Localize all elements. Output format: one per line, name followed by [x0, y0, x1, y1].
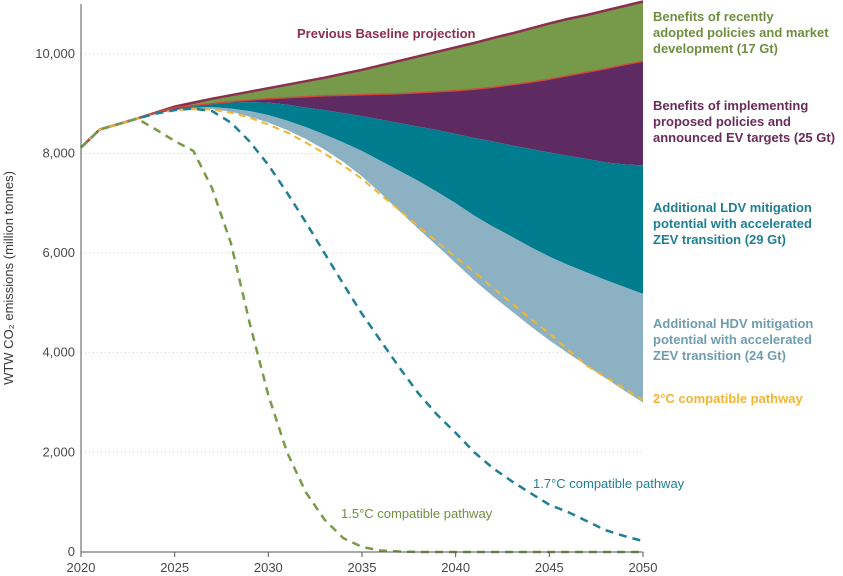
ldv-area-label-line-3: ZEV transition (29 Gt) — [653, 232, 786, 247]
tick-labels: 2020 2025 2030 2035 2040 2045 2050 0 2,000 4,000 6… — [35, 46, 657, 575]
pathway-17c-line — [80, 107, 644, 543]
ldv-area-label-line-1: Additional LDV mitigation — [653, 200, 812, 215]
purple-area-label: Benefits of implementing proposed polici… — [653, 98, 835, 145]
hdv-area-label-line-1: Additional HDV mitigation — [653, 316, 813, 331]
green-area-label-line-3: development (17 Gt) — [653, 41, 778, 56]
y-tick-label-0: 0 — [68, 544, 75, 559]
x-tick-label-2030: 2030 — [254, 560, 283, 575]
hdv-area-label-line-3: ZEV transition (24 Gt) — [653, 348, 786, 363]
ldv-area-label-line-2: potential with accelerated — [653, 216, 812, 231]
purple-area-label-line-3: announced EV targets (25 Gt) — [653, 130, 835, 145]
pathway-15c-label: 1.5°C compatible pathway — [341, 506, 493, 521]
x-tick-label-2050: 2050 — [629, 560, 658, 575]
area-band-4 — [81, 107, 643, 403]
green-area-label-line-2: adopted policies and market — [653, 25, 829, 40]
x-tick-label-2035: 2035 — [348, 560, 377, 575]
stacked-areas — [81, 1, 643, 403]
area-band-3 — [81, 102, 643, 294]
y-tick-label-2000: 2,000 — [42, 444, 75, 459]
hdv-area-label: Additional HDV mitigation potential with… — [653, 316, 813, 363]
y-tick-label-8000: 8,000 — [42, 145, 75, 160]
pathway-17c-label: 1.7°C compatible pathway — [533, 476, 685, 491]
adopted-policies-line — [80, 60, 644, 149]
purple-area-label-line-1: Benefits of implementing — [653, 98, 808, 113]
purple-area-label-line-2: proposed policies and — [653, 114, 791, 129]
pathway-2c-label: 2°C compatible pathway — [653, 391, 803, 406]
x-tick-label-2025: 2025 — [160, 560, 189, 575]
green-area-label: Benefits of recently adopted policies an… — [653, 9, 829, 56]
area-band-1 — [81, 1, 643, 148]
area-band-2 — [81, 61, 643, 166]
y-tick-label-10000: 10,000 — [35, 46, 75, 61]
baseline-label: Previous Baseline projection — [297, 26, 476, 41]
x-tick-label-2020: 2020 — [67, 560, 96, 575]
x-tick-label-2040: 2040 — [441, 560, 470, 575]
y-axis-title: WTW CO₂ emissions (million tonnes) — [1, 171, 16, 385]
hdv-area-label-line-2: potential with accelerated — [653, 332, 812, 347]
y-tick-label-6000: 6,000 — [42, 245, 75, 260]
y-tick-label-4000: 4,000 — [42, 345, 75, 360]
green-area-label-line-1: Benefits of recently — [653, 9, 774, 24]
baseline-line — [80, 0, 644, 149]
ldv-area-label: Additional LDV mitigation potential with… — [653, 200, 812, 247]
x-tick-label-2045: 2045 — [535, 560, 564, 575]
